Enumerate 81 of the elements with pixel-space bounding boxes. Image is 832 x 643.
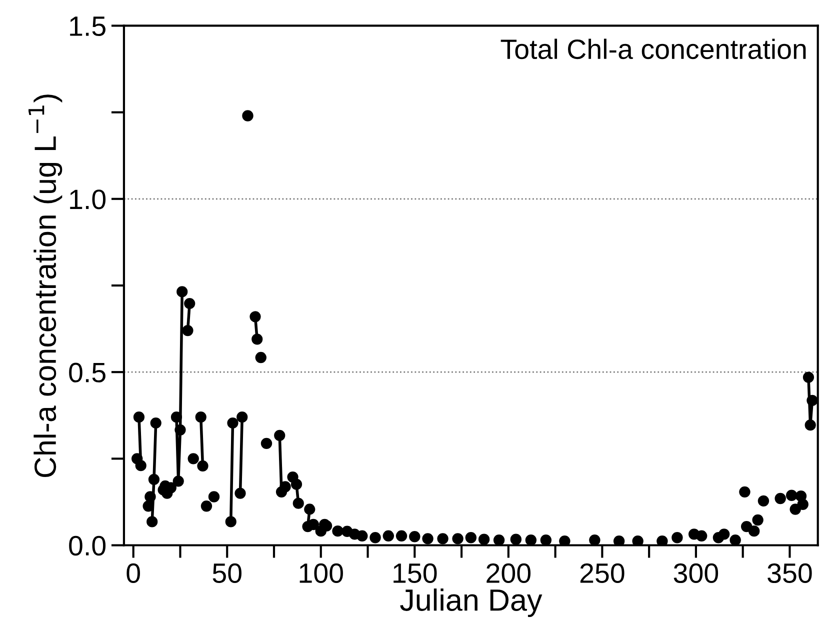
x-tick-label: 50: [212, 563, 242, 584]
point: [250, 311, 261, 322]
x-axis-title: Julian Day: [400, 588, 542, 618]
point: [493, 534, 505, 546]
point: [276, 486, 288, 498]
point: [696, 530, 708, 542]
point: [730, 534, 741, 546]
point: [172, 476, 184, 487]
point: [332, 525, 344, 537]
y-axis-title: Chl-a concentration (ug L$^{−1}$): [28, 94, 62, 478]
x-tick-label: 300: [674, 563, 718, 584]
point: [227, 417, 238, 429]
point: [774, 492, 786, 504]
x-tick-label: 200: [486, 563, 531, 584]
point: [188, 453, 199, 464]
point: [540, 534, 552, 546]
y-tick-label: 0.5: [69, 362, 106, 382]
point: [236, 412, 248, 423]
point: [382, 530, 394, 542]
chart-title: Total Chl-a concentration: [500, 38, 806, 60]
x-tick-label: 100: [300, 563, 343, 584]
point: [195, 412, 206, 423]
point: [255, 352, 266, 364]
point: [302, 521, 314, 532]
point: [465, 532, 477, 544]
x-tick-label: 150: [394, 563, 437, 584]
point: [806, 394, 818, 406]
point: [356, 530, 368, 542]
point: [370, 532, 381, 544]
point: [802, 372, 814, 383]
point: [437, 533, 448, 544]
point: [252, 334, 263, 345]
point: [452, 533, 464, 544]
point: [242, 110, 254, 122]
point: [748, 525, 760, 537]
point: [304, 504, 316, 515]
point: [274, 430, 286, 442]
point: [176, 286, 188, 298]
point: [208, 491, 220, 502]
point: [559, 536, 570, 546]
point: [234, 488, 246, 499]
point: [200, 500, 212, 512]
point: [804, 420, 816, 431]
point: [786, 490, 798, 501]
point: [150, 417, 162, 429]
point: [422, 533, 434, 544]
point: [290, 478, 302, 490]
point: [197, 460, 208, 472]
point: [790, 504, 801, 515]
point: [260, 438, 272, 450]
point: [148, 474, 160, 486]
point: [225, 516, 236, 528]
point: [478, 534, 490, 545]
point: [182, 324, 194, 336]
x-tick-label: 0: [126, 563, 140, 584]
point: [409, 531, 420, 542]
point: [656, 536, 668, 546]
x-tick-label: 250: [580, 563, 624, 584]
point: [174, 424, 186, 436]
point: [292, 498, 304, 509]
point: [525, 534, 537, 546]
point: [510, 534, 522, 545]
point: [396, 530, 408, 542]
x-tick-label: 350: [768, 563, 812, 584]
point: [672, 532, 683, 544]
point: [589, 534, 600, 546]
point: [133, 412, 145, 423]
point: [146, 516, 158, 528]
point: [752, 514, 764, 526]
point: [797, 498, 808, 510]
point: [135, 460, 146, 472]
point: [632, 536, 644, 546]
point: [718, 528, 730, 540]
y-tick-label: 1.0: [70, 190, 106, 210]
point: [758, 495, 770, 507]
point: [170, 412, 182, 423]
point: [739, 486, 750, 498]
point: [184, 298, 196, 310]
y-tick-label: 1.5: [70, 16, 106, 36]
y-tick-label: 0.0: [69, 536, 106, 556]
point: [613, 536, 625, 546]
